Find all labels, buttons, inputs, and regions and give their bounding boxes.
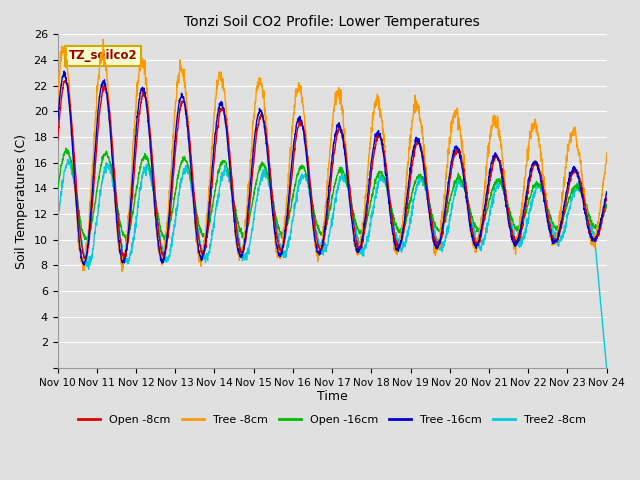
Title: Tonzi Soil CO2 Profile: Lower Temperatures: Tonzi Soil CO2 Profile: Lower Temperatur… <box>184 15 480 29</box>
Y-axis label: Soil Temperatures (C): Soil Temperatures (C) <box>15 133 28 269</box>
Legend: Open -8cm, Tree -8cm, Open -16cm, Tree -16cm, Tree2 -8cm: Open -8cm, Tree -8cm, Open -16cm, Tree -… <box>74 410 591 429</box>
Text: TZ_soilco2: TZ_soilco2 <box>68 49 137 62</box>
X-axis label: Time: Time <box>317 390 348 403</box>
